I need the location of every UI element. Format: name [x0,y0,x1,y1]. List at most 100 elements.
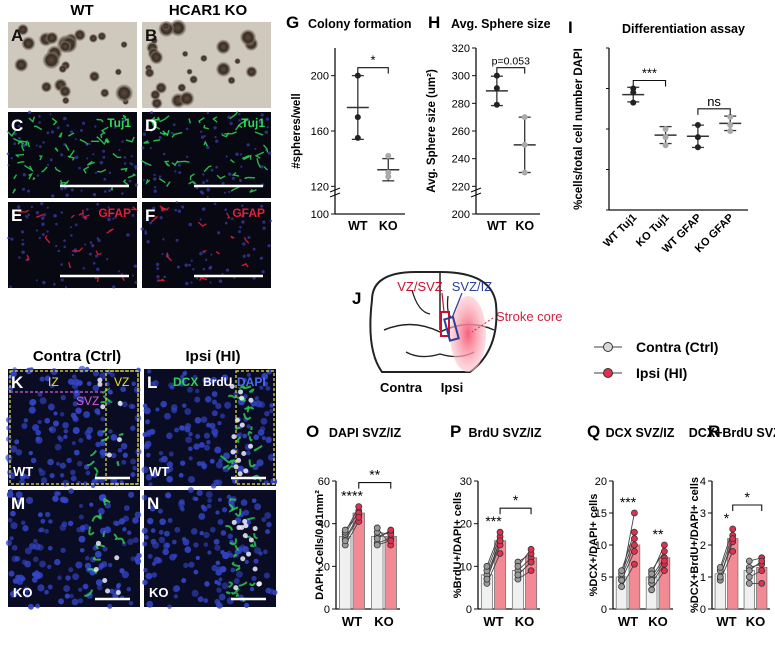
dapi-nucleus [270,478,278,485]
nucleus-dot [10,237,14,241]
dapi-nucleus [48,427,54,432]
nucleus-dot [57,249,61,253]
cell-process [199,276,208,282]
dapi-nucleus [197,596,204,603]
chart-sphere-size: H Avg. Sphere size 200 220 240 260 280 300 320 Av… [426,13,551,233]
dapi-nucleus [224,401,232,409]
dapi-nucleus [150,528,156,533]
cell-process [70,214,76,219]
nucleus-dot [86,157,89,160]
nucleus-dot [78,166,81,170]
cell-process [166,181,171,187]
dapi-nucleus [261,517,267,523]
iz-outline [9,370,139,485]
micrograph-panel-c: Tuj1 C [6,110,138,198]
dapi-nucleus [223,452,230,460]
dapi-nucleus [206,439,211,445]
sphere-blob [182,50,189,58]
dcx-process [91,515,102,522]
nucleus-dot [96,202,100,206]
y-axis-label: #spheres/well [291,93,303,168]
cell-process [96,136,105,145]
brdu-nucleus [106,452,112,458]
dapi-nucleus [184,426,191,433]
dapi-nucleus [215,601,222,608]
y-tick-label: 200 [311,71,329,83]
dapi-nucleus [72,415,78,422]
nucleus-dot [153,173,156,177]
vzsvz-pointer [441,292,445,313]
chart-dapi: O DAPI SVZ/IZ 0 20 40 60 DAPI+ Cells/0.01mm² WT… [306,422,401,629]
chart-title: DCX+BrdU SVZ/IZ [689,426,775,440]
dapi-nucleus [18,479,26,486]
nucleus-dot [126,233,130,237]
dapi-nucleus [95,441,101,448]
svziz-box [443,315,460,342]
nucleus-dot [97,238,101,243]
dapi-nucleus [122,452,128,458]
dapi-nucleus [180,377,187,385]
dapi-nucleus [202,377,208,383]
vz-outline-ipsi [235,370,275,485]
cell-process [203,124,209,130]
dapi-nucleus [17,498,24,505]
micrograph-panel-d: Tuj1 D [140,110,272,198]
nucleus-dot [21,187,26,191]
zone-vz: VZ [114,375,129,389]
dapi-nucleus [14,439,20,445]
dapi-nucleus [40,518,46,524]
legend-label-ipsi: Ipsi (HI) [636,365,687,381]
nucleus-dot [79,129,83,132]
nucleus-dot [17,124,21,128]
nucleus-dot [259,125,262,128]
nucleus-dot [142,179,145,182]
point-ipsi [661,567,668,574]
data-point [727,121,734,128]
cell-process [160,206,166,212]
nucleus-dot [134,183,138,187]
cell-process [203,140,209,147]
brdu-nucleus [248,397,254,403]
dapi-nucleus [21,423,28,429]
nucleus-dot [206,145,210,150]
dapi-nucleus [233,391,239,397]
nucleus-dot [149,221,153,225]
nucleus-dot [63,245,67,249]
nucleus-dot [177,209,182,213]
nucleus-dot [262,220,266,224]
y-tick-label: 260 [452,126,470,138]
panel-letter: R [708,422,720,441]
point-contra [745,580,753,587]
nucleus-dot [130,163,134,166]
dapi-nucleus [128,491,135,498]
nucleus-dot [96,267,100,271]
nucleus-dot [170,131,174,135]
brdu-nucleus [242,533,248,539]
nucleus-dot [192,268,195,271]
dapi-nucleus [179,460,186,466]
nucleus-dot [240,214,245,218]
dapi-nucleus [54,558,61,566]
dapi-nucleus [251,498,257,504]
point-contra [514,562,522,570]
dcx-process [225,525,234,531]
nucleus-dot [94,125,97,128]
nucleus-dot [247,236,251,240]
cell-process [244,176,255,180]
dapi-nucleus [102,546,108,552]
point-ipsi [527,567,535,574]
panel-letter-f: F [145,206,155,225]
cell-process [229,159,235,163]
dapi-nucleus [266,369,272,375]
dapi-nucleus [38,467,43,473]
nucleus-dot [60,211,64,214]
cell-process [13,174,18,180]
cell-process [166,252,173,262]
data-point [662,142,669,149]
brdu-nucleus [100,404,106,410]
nucleus-dot [228,190,231,194]
dcx-process [236,436,242,444]
y-tick-label: 10 [460,561,472,573]
dapi-nucleus [182,403,187,408]
